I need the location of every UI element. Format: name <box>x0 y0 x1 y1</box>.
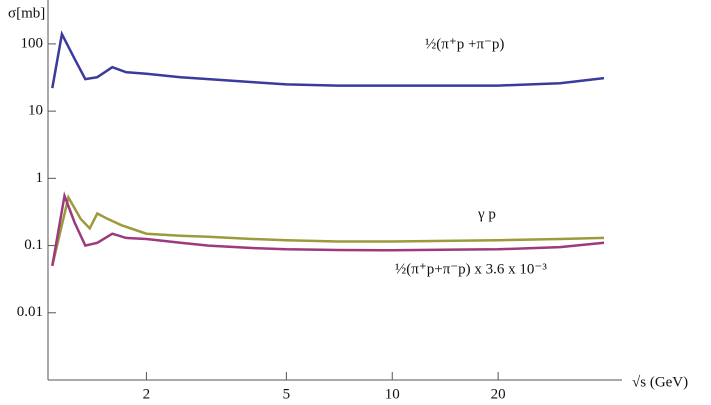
series-line <box>51 30 605 89</box>
y-tick-label: 100 <box>21 35 44 51</box>
x-tick-label: 20 <box>491 386 506 402</box>
x-axis-label: √s (GeV) <box>632 374 688 390</box>
x-tick-label: 2 <box>143 386 151 402</box>
y-tick-label: 0.01 <box>17 304 43 320</box>
y-tick-label: 10 <box>28 103 43 119</box>
series-line <box>51 194 605 267</box>
series-label: γ p <box>477 206 496 222</box>
x-tick-label: 5 <box>283 386 291 402</box>
series-label: ½(π⁺p +π⁻p) <box>425 36 504 52</box>
series-line <box>51 191 605 267</box>
x-tick-label: 10 <box>385 386 400 402</box>
y-axis-label: σ[mb] <box>8 5 45 21</box>
y-tick-label: 0.1 <box>24 237 43 253</box>
series-label: ½(π⁺p+π⁻p) x 3.6 x 10⁻³ <box>395 261 547 277</box>
y-tick-label: 1 <box>36 170 44 186</box>
